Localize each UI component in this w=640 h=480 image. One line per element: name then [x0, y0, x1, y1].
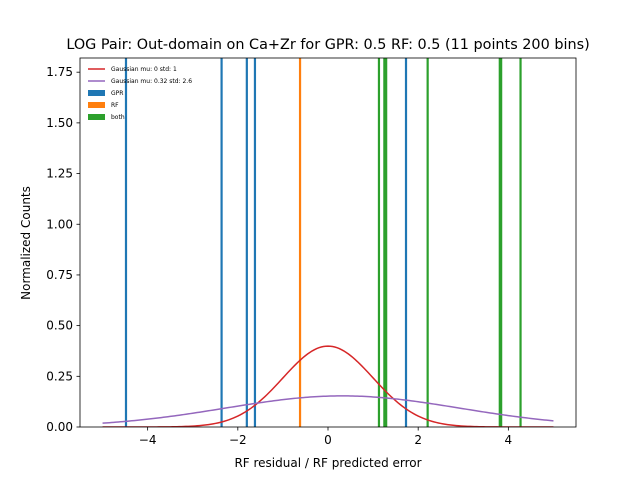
legend-label-gpr: GPR	[111, 90, 123, 97]
x-tick-label: −4	[139, 433, 157, 447]
y-tick-label: 0.75	[46, 268, 73, 282]
gaussian-curve-2	[102, 395, 554, 424]
y-tick-label: 0.00	[46, 420, 73, 434]
y-axis-label: Normalized Counts	[19, 186, 33, 300]
legend-label-rf: RF	[111, 102, 119, 109]
legend-swatch-both	[88, 114, 105, 120]
legend-label-curve-2: Gaussian mu: 0.32 std: 2.6	[111, 78, 192, 85]
legend-label-curve-1: Gaussian mu: 0 std: 1	[111, 66, 177, 73]
axes: −4 −2 0 2 4 0.00 0.25 0.50 0.75 1.00 1.25 1.50 1.75	[46, 57, 577, 447]
chart-title: LOG Pair: Out-domain on Ca+Zr for GPR: 0…	[66, 37, 589, 53]
y-tick-label: 1.25	[46, 167, 73, 181]
legend-swatch-rf	[88, 102, 105, 108]
x-tick-label: 4	[505, 433, 513, 447]
x-tick-label: 2	[414, 433, 422, 447]
x-tick-label: 0	[324, 433, 332, 447]
legend-label-both: both	[111, 114, 125, 121]
x-axis-label: RF residual / RF predicted error	[234, 456, 421, 470]
legend-swatch-gpr	[88, 90, 105, 96]
legend: Gaussian mu: 0 std: 1 Gaussian mu: 0.32 s…	[88, 66, 192, 121]
x-tick-label: −2	[229, 433, 247, 447]
y-tick-label: 1.50	[46, 116, 73, 130]
y-tick-label: 1.00	[46, 217, 73, 231]
y-tick-label: 1.75	[46, 65, 73, 79]
y-tick-label: 0.25	[46, 369, 73, 383]
y-tick-label: 0.50	[46, 319, 73, 333]
